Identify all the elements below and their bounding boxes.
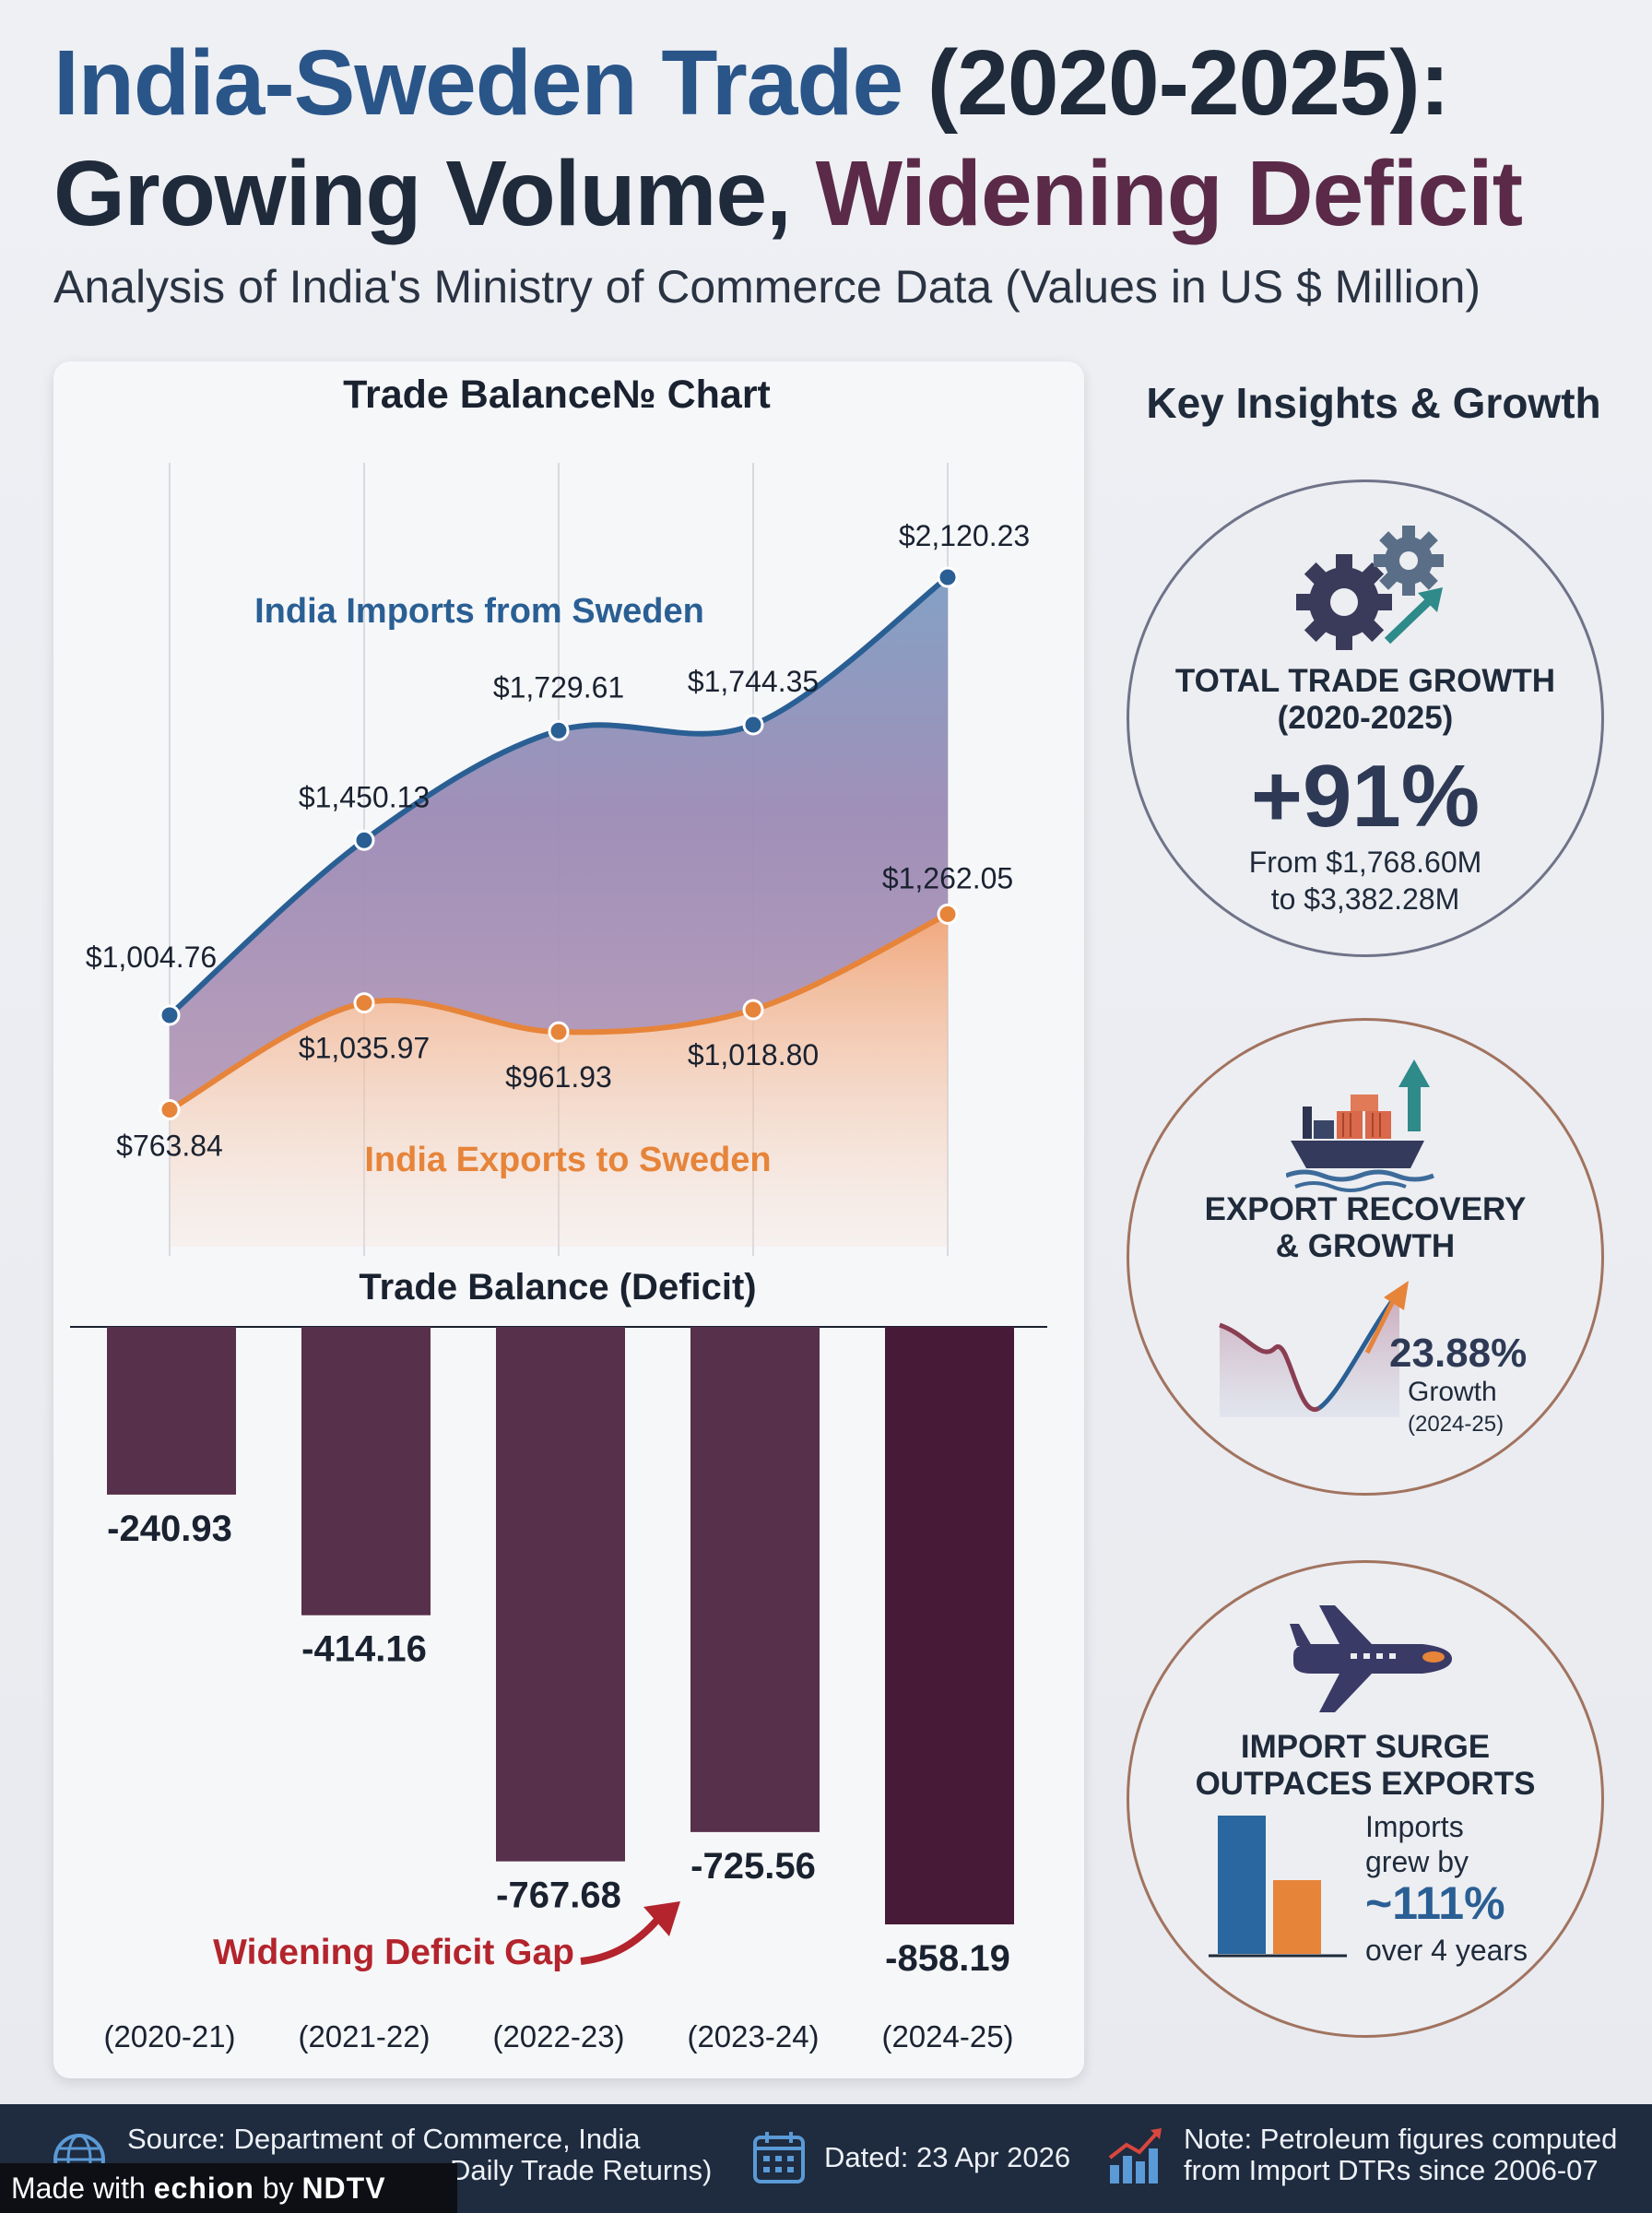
airplane-icon xyxy=(1290,1605,1452,1712)
category-label-4: (2024-25) xyxy=(881,2019,1013,2053)
deficit-bar-0 xyxy=(107,1327,236,1495)
footer-note-line2: from Import DTRs since 2006-07 xyxy=(1184,2154,1599,2186)
footer-source-line2: Daily Trade Returns) xyxy=(450,2154,713,2186)
imports-area xyxy=(170,576,948,1110)
export-growth-label: Growth xyxy=(1408,1377,1497,1407)
exports-value-label-4: $1,262.05 xyxy=(882,861,1013,894)
deficit-annotation: Widening Deficit Gap xyxy=(213,1901,680,1972)
total-trade-heading: TOTAL TRADE GROWTH (2020-2025) xyxy=(1174,663,1556,737)
cargo-ship-icon xyxy=(1286,1059,1434,1192)
total-trade-value: +91% xyxy=(1250,747,1481,846)
exports-point-0 xyxy=(159,1099,181,1121)
import-bar-icon xyxy=(1218,1816,1266,1954)
deficit-value-label-4: -858.19 xyxy=(885,1938,1010,1979)
footer-source-line1: Source: Department of Commerce, India xyxy=(127,2123,641,2155)
exports-value-label-3: $1,018.80 xyxy=(688,1038,819,1071)
import-growth-period: over 4 years xyxy=(1365,1934,1528,1967)
exports-area xyxy=(170,914,948,1247)
imports-value-label-2: $1,729.61 xyxy=(493,670,624,704)
bar-chart-title: Trade Balance (Deficit) xyxy=(359,1267,756,1308)
insights-title: Key Insights & Growth xyxy=(1146,379,1601,427)
deficit-annotation-text: Widening Deficit Gap xyxy=(213,1933,574,1972)
category-label-1: (2021-22) xyxy=(298,2019,430,2053)
category-label-2: (2022-23) xyxy=(492,2019,624,2053)
exports-value-label-1: $1,035.97 xyxy=(299,1032,430,1065)
comparison-bars-icon xyxy=(1209,1816,1347,1958)
imports-series-label: India Imports from Sweden xyxy=(254,592,704,631)
chart-trend-icon xyxy=(1108,2128,1162,2183)
exports-value-label-0: $763.84 xyxy=(116,1130,223,1163)
import-surge-heading: IMPORT SURGE OUTPACES EXPORTS xyxy=(1195,1729,1536,1803)
deficit-bar-4 xyxy=(885,1327,1014,1924)
imports-point-1 xyxy=(353,829,375,851)
exports-point-1 xyxy=(353,992,375,1014)
exports-point-3 xyxy=(742,999,764,1021)
deficit-bar-2 xyxy=(496,1327,625,1862)
area-chart-title: Trade Balance№ Chart xyxy=(343,373,771,417)
category-label-0: (2020-21) xyxy=(103,2019,235,2053)
page-subtitle: Analysis of India's Ministry of Commerce… xyxy=(53,261,1481,313)
imports-point-0 xyxy=(159,1004,181,1026)
import-growth-line1: Imports xyxy=(1365,1810,1464,1843)
calendar-icon xyxy=(753,2132,805,2183)
gears-icon xyxy=(1296,526,1444,650)
page-title-line2: Growing Volume, Widening Deficit xyxy=(53,142,1523,245)
exports-series-label: India Exports to Sweden xyxy=(364,1141,771,1179)
export-growth-period: (2024-25) xyxy=(1408,1412,1504,1437)
page-title-line1: India-Sweden Trade (2020-2025): xyxy=(53,31,1450,135)
imports-value-label-0: $1,004.76 xyxy=(86,941,217,974)
recovery-curve-icon xyxy=(1219,1281,1409,1417)
deficit-bar-3 xyxy=(690,1327,820,1832)
deficit-value-label-1: -414.16 xyxy=(301,1629,427,1670)
category-label-3: (2023-24) xyxy=(687,2019,819,2053)
exports-point-4 xyxy=(937,903,959,925)
imports-value-label-4: $2,120.23 xyxy=(899,519,1030,552)
trade-chart-svg: Trade Balance№ Chart $1,004.76 $1,450.13 $… xyxy=(70,373,1047,2053)
deficit-value-label-2: -767.68 xyxy=(496,1876,621,1916)
footer-dated: Dated: 23 Apr 2026 xyxy=(824,2141,1071,2173)
insight-export-recovery: EXPORT RECOVERY & GROWTH 23.88% Growth (… xyxy=(1127,1018,1604,1496)
export-growth-value: 23.88% xyxy=(1389,1331,1528,1376)
import-growth-value: ~111% xyxy=(1365,1877,1505,1929)
footer: Source: Department of Commerce, India Da… xyxy=(0,2104,1652,2213)
deficit-arrow-icon xyxy=(580,1917,661,1965)
imports-point-4 xyxy=(937,566,959,588)
deficit-bar-1 xyxy=(301,1327,431,1615)
made-with-badge: Made with echion by NDTV xyxy=(0,2163,457,2213)
total-trade-detail: From $1,768.60M to $3,382.28M xyxy=(1248,846,1482,916)
export-recovery-heading: EXPORT RECOVERY & GROWTH xyxy=(1204,1191,1527,1265)
trade-chart-card: Trade Balance№ Chart $1,004.76 $1,450.13 $… xyxy=(53,361,1084,2078)
exports-value-label-2: $961.93 xyxy=(505,1060,612,1094)
deficit-value-label-0: -240.93 xyxy=(107,1509,232,1549)
imports-point-2 xyxy=(548,719,570,741)
insight-import-surge: IMPORT SURGE OUTPACES EXPORTS Imports gr… xyxy=(1127,1560,1604,2038)
export-bar-icon xyxy=(1273,1880,1321,1954)
deficit-value-label-3: -725.56 xyxy=(690,1846,816,1887)
imports-point-3 xyxy=(742,714,764,736)
imports-value-label-1: $1,450.13 xyxy=(299,780,430,813)
exports-point-2 xyxy=(548,1021,570,1043)
insight-total-trade: TOTAL TRADE GROWTH (2020-2025) +91% From… xyxy=(1127,479,1604,957)
footer-note-line1: Note: Petroleum figures computed xyxy=(1184,2123,1618,2155)
deficit-arrowhead-icon xyxy=(643,1901,680,1936)
import-growth-line2: grew by xyxy=(1365,1845,1469,1878)
imports-value-label-3: $1,744.35 xyxy=(688,665,819,698)
